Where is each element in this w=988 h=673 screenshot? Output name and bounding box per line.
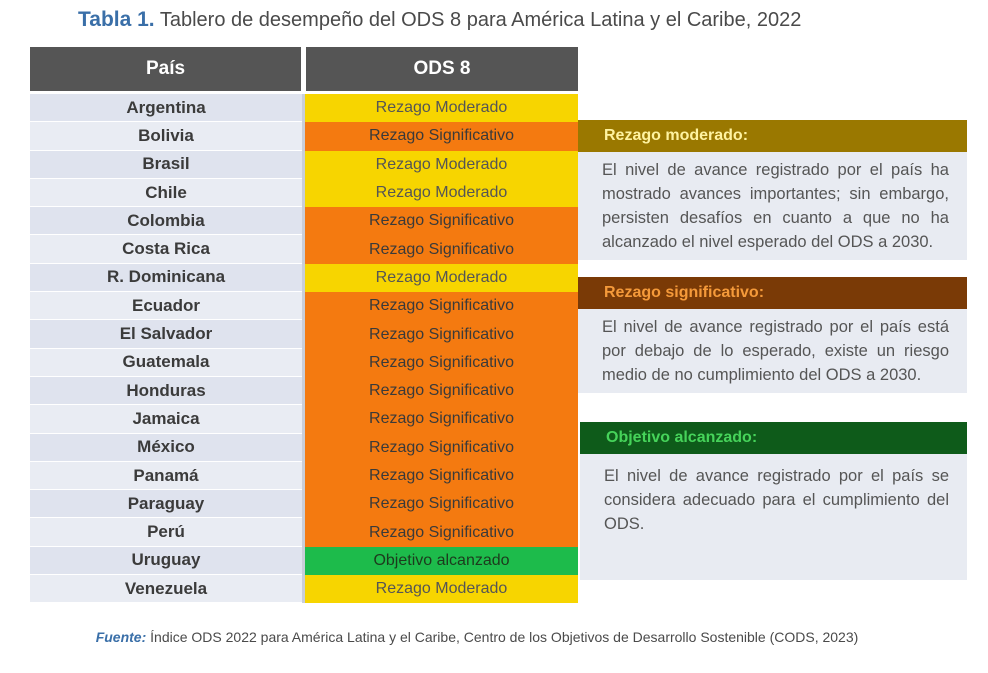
legend-moderado: Rezago moderado: El nivel de avance regi…: [578, 120, 967, 260]
legend-significativo-text: El nivel de avance registrado por el paí…: [578, 309, 967, 393]
legend-alcanzado: Objetivo alcanzado: El nivel de avance r…: [580, 422, 967, 580]
column-header-country: País: [30, 47, 301, 91]
row-separator: [302, 207, 305, 236]
status-cell: Rezago Significativo: [305, 207, 578, 236]
legend-significativo: Rezago significativo: El nivel de avance…: [578, 277, 967, 393]
table-row: Costa Rica Rezago Significativo: [30, 235, 578, 264]
table-row: El Salvador Rezago Significativo: [30, 320, 578, 349]
table-row: Panamá Rezago Significativo: [30, 461, 578, 491]
country-cell: Costa Rica: [30, 235, 302, 264]
table-row: Jamaica Rezago Significativo: [30, 405, 578, 434]
source-label: Fuente:: [95, 629, 147, 645]
table-row: Paraguay Rezago Significativo: [30, 490, 578, 519]
status-cell: Rezago Significativo: [305, 235, 578, 264]
row-separator: [302, 263, 305, 293]
status-cell: Rezago Moderado: [305, 178, 578, 208]
legend-alcanzado-title: Objetivo alcanzado:: [580, 422, 967, 454]
status-cell: Rezago Significativo: [305, 433, 578, 462]
country-cell: R. Dominicana: [30, 263, 302, 293]
row-separator: [302, 150, 305, 179]
row-separator: [302, 546, 305, 576]
table-row: Perú Rezago Significativo: [30, 518, 578, 547]
column-header-ods: ODS 8: [306, 47, 578, 91]
table-row: Honduras Rezago Significativo: [30, 376, 578, 406]
table-row: Guatemala Rezago Significativo: [30, 348, 578, 377]
legend-moderado-text: El nivel de avance registrado por el paí…: [578, 152, 967, 260]
status-cell: Rezago Significativo: [305, 518, 578, 547]
country-cell: Venezuela: [30, 575, 302, 604]
status-cell: Rezago Moderado: [305, 150, 578, 179]
row-separator: [302, 518, 305, 547]
country-cell: Perú: [30, 518, 302, 547]
table-body: Argentina Rezago Moderado Bolivia Rezago Si…: [30, 94, 578, 604]
status-cell: Rezago Significativo: [305, 376, 578, 406]
row-separator: [302, 575, 305, 604]
row-separator: [302, 320, 305, 349]
table-row: R. Dominicana Rezago Moderado: [30, 263, 578, 293]
row-separator: [302, 461, 305, 491]
country-cell: México: [30, 433, 302, 462]
table-row: México Rezago Significativo: [30, 433, 578, 462]
country-cell: Jamaica: [30, 405, 302, 434]
legend-alcanzado-text: El nivel de avance registrado por el paí…: [580, 454, 967, 580]
country-cell: Ecuador: [30, 292, 302, 321]
table-row: Venezuela Rezago Moderado: [30, 575, 578, 604]
status-cell: Rezago Moderado: [305, 575, 578, 604]
source-note: Fuente: Índice ODS 2022 para América Lat…: [52, 628, 902, 646]
legend-moderado-title: Rezago moderado:: [578, 120, 967, 152]
row-separator: [302, 405, 305, 434]
row-separator: [302, 348, 305, 377]
status-cell: Rezago Significativo: [305, 405, 578, 434]
table-caption: Tablero de desempeño del ODS 8 para Amér…: [159, 9, 802, 31]
country-cell: Panamá: [30, 461, 302, 491]
legend-significativo-title: Rezago significativo:: [578, 277, 967, 309]
country-cell: Guatemala: [30, 348, 302, 377]
table-header: País ODS 8: [30, 47, 578, 91]
row-separator: [302, 292, 305, 321]
country-cell: Honduras: [30, 376, 302, 406]
table-number: Tabla 1.: [78, 8, 155, 31]
row-separator: [302, 178, 305, 208]
status-cell: Rezago Significativo: [305, 490, 578, 519]
row-separator: [302, 94, 305, 123]
header-gap: [301, 47, 306, 91]
status-cell: Rezago Significativo: [305, 348, 578, 377]
status-cell: Rezago Moderado: [305, 263, 578, 293]
row-separator: [302, 235, 305, 264]
country-cell: El Salvador: [30, 320, 302, 349]
status-cell: Rezago Significativo: [305, 320, 578, 349]
row-separator: [302, 490, 305, 519]
status-cell: Rezago Significativo: [305, 461, 578, 491]
ods-table: País ODS 8 Argentina Rezago Moderado Boliv…: [30, 47, 578, 604]
row-separator: [302, 433, 305, 462]
table-row: Ecuador Rezago Significativo: [30, 292, 578, 321]
country-cell: Argentina: [30, 94, 302, 123]
table-row: Uruguay Objetivo alcanzado: [30, 546, 578, 576]
table-row: Bolivia Rezago Significativo: [30, 122, 578, 151]
status-cell: Rezago Significativo: [305, 122, 578, 151]
status-cell: Rezago Moderado: [305, 94, 578, 123]
status-cell: Rezago Significativo: [305, 292, 578, 321]
table-row: Colombia Rezago Significativo: [30, 207, 578, 236]
country-cell: Colombia: [30, 207, 302, 236]
source-text: Índice ODS 2022 para América Latina y el…: [150, 629, 859, 645]
table-row: Argentina Rezago Moderado: [30, 94, 578, 123]
country-cell: Uruguay: [30, 546, 302, 576]
table-title: Tabla 1. Tablero de desempeño del ODS 8 …: [78, 8, 801, 32]
country-cell: Bolivia: [30, 122, 302, 151]
country-cell: Paraguay: [30, 490, 302, 519]
row-separator: [302, 376, 305, 406]
row-separator: [302, 122, 305, 151]
country-cell: Brasil: [30, 150, 302, 179]
status-cell: Objetivo alcanzado: [305, 546, 578, 576]
table-row: Brasil Rezago Moderado: [30, 150, 578, 179]
country-cell: Chile: [30, 178, 302, 208]
table-row: Chile Rezago Moderado: [30, 178, 578, 208]
